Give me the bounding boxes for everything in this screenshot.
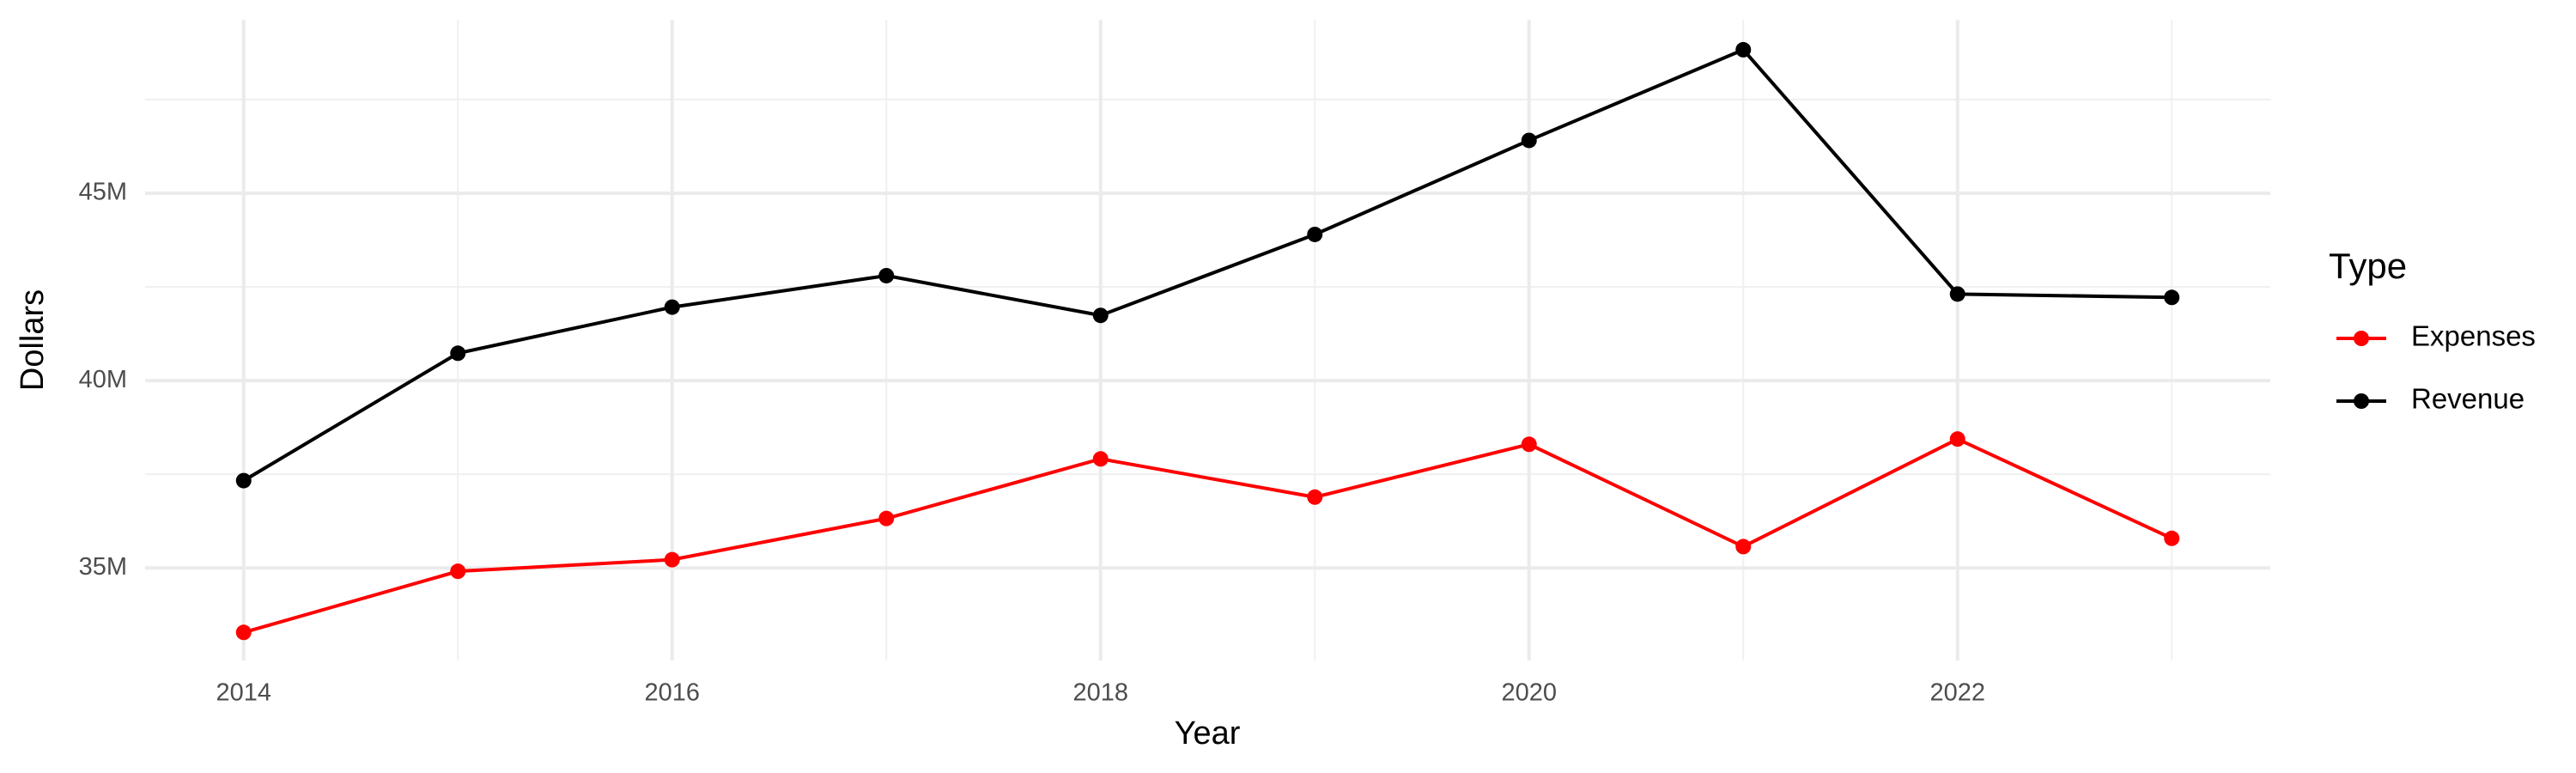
data-point [1949,286,1965,302]
data-point [2164,289,2180,306]
data-point [450,563,466,580]
x-tick-label: 2014 [216,679,272,707]
data-point [235,624,252,641]
legend-label: Expenses [2411,320,2536,352]
y-tick-label: 45M [79,179,127,206]
series-line [243,436,2173,635]
x-tick-label: 2022 [1929,679,1985,707]
data-point [878,510,895,526]
legend-key-point [2354,393,2369,409]
legend-label: Revenue [2411,383,2524,415]
data-point [1735,41,1752,58]
x-tick-label: 2016 [645,679,701,707]
x-tick-label: 2020 [1501,679,1557,707]
data-point [1092,451,1109,467]
data-point [1307,226,1323,242]
data-point [1735,539,1752,555]
legend-title: Type [2329,246,2407,286]
legend-key-point [2354,331,2369,346]
data-point [1949,431,1965,447]
y-tick-label: 40M [79,366,127,393]
data-point [1521,132,1537,149]
data-point [1092,307,1109,324]
x-axis-title: Year [1175,715,1241,752]
data-point [878,267,895,283]
data-point [664,551,680,568]
series-line [242,47,2172,483]
y-tick-label: 35M [79,553,127,581]
data-point [235,472,252,489]
data-point [2164,530,2180,546]
data-point [450,345,466,362]
data-point [1307,489,1323,505]
data-point [1521,436,1537,453]
x-tick-label: 2018 [1072,679,1128,707]
y-axis-title: Dollars [15,289,51,391]
data-point [664,299,680,315]
